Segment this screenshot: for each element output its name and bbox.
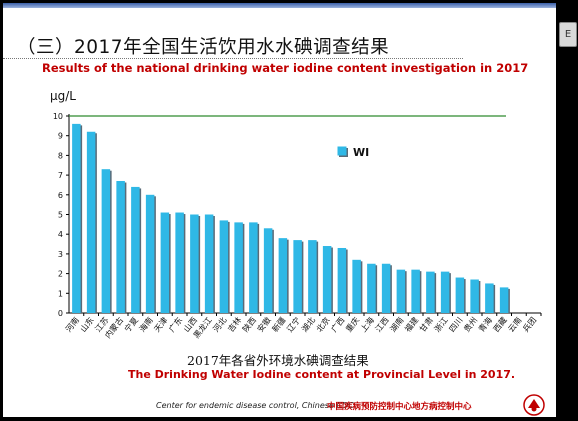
bar xyxy=(499,287,509,313)
title-divider xyxy=(3,58,463,59)
chart-caption-en: The Drinking Water Iodine content at Pro… xyxy=(128,368,516,381)
x-tick-label: 西藏 xyxy=(491,315,509,334)
x-tick-label: 陕西 xyxy=(240,315,258,334)
x-tick-label: 湖北 xyxy=(300,316,317,334)
slide-subtitle-en: Results of the national drinking water i… xyxy=(42,61,529,75)
bar xyxy=(278,238,288,313)
y-tick-label: 6 xyxy=(58,191,63,200)
bar xyxy=(470,279,479,313)
x-tick-label: 兵团 xyxy=(520,315,538,334)
y-tick-label: 10 xyxy=(53,112,63,121)
x-tick-label: 重庆 xyxy=(343,315,361,334)
y-tick-label: 0 xyxy=(58,309,63,318)
bar xyxy=(293,240,302,313)
bar xyxy=(485,283,494,313)
bar xyxy=(145,194,155,313)
x-tick-label: 海南 xyxy=(137,315,155,334)
x-tick-label: 青海 xyxy=(476,315,494,334)
y-tick-label: 7 xyxy=(58,171,63,180)
bar xyxy=(381,263,391,313)
footer-org-cn: 中国疾病预防控制中心地方病控制中心 xyxy=(327,402,472,412)
x-tick-label: 广西 xyxy=(329,315,347,334)
top-border xyxy=(3,3,556,8)
bar xyxy=(72,123,81,313)
bar xyxy=(234,222,243,313)
legend-swatch xyxy=(337,146,347,156)
x-tick-label: 湖南 xyxy=(388,315,406,334)
x-tick-label: 云南 xyxy=(506,315,524,334)
bar xyxy=(131,186,140,313)
side-panel-button[interactable]: E xyxy=(559,22,577,47)
chart-caption-cn: 2017年各省外环境水碘调查结果 xyxy=(187,353,369,368)
x-tick-label: 宁夏 xyxy=(122,315,140,334)
bar xyxy=(337,247,347,313)
y-tick-label: 5 xyxy=(58,211,63,220)
slide-title: （三）2017年全国生活饮用水水碘调查结果 xyxy=(17,37,390,58)
bar xyxy=(175,212,184,313)
x-tick-label: 天津 xyxy=(152,315,170,334)
x-tick-label: 浙江 xyxy=(432,315,450,334)
bar xyxy=(101,169,111,313)
x-tick-label: 江西 xyxy=(374,316,391,334)
x-tick-label: 新疆 xyxy=(270,315,288,334)
bar xyxy=(249,222,258,313)
y-tick-label: 9 xyxy=(58,132,63,141)
bar xyxy=(426,271,435,313)
x-tick-label: 安徽 xyxy=(255,315,273,334)
x-tick-label: 福建 xyxy=(402,315,420,334)
y-tick-label: 1 xyxy=(58,289,63,298)
x-tick-label: 广东 xyxy=(166,315,184,334)
x-tick-label: 辽宁 xyxy=(284,315,302,334)
legend-label: WI xyxy=(353,146,369,159)
bar xyxy=(204,214,214,313)
bar xyxy=(440,271,450,313)
bar xyxy=(352,259,361,313)
bar xyxy=(411,269,420,313)
x-tick-label: 甘肃 xyxy=(417,315,435,334)
x-tick-label: 山东 xyxy=(78,315,96,334)
y-tick-label: 2 xyxy=(58,270,63,279)
bar xyxy=(396,269,406,313)
bar xyxy=(263,228,273,313)
x-tick-label: 上海 xyxy=(358,315,376,334)
bar xyxy=(190,214,199,313)
bar xyxy=(116,181,125,313)
bar xyxy=(86,131,96,313)
bar xyxy=(455,277,465,313)
y-tick-label: 8 xyxy=(58,151,63,160)
x-tick-label: 四川 xyxy=(448,316,465,334)
cdc-logo-icon xyxy=(523,394,545,416)
x-tick-label: 吉林 xyxy=(225,315,243,334)
bar xyxy=(367,263,376,313)
x-tick-label: 贵州 xyxy=(461,315,479,334)
bar xyxy=(219,220,229,313)
bar xyxy=(322,246,332,313)
y-axis-unit: μg/L xyxy=(50,89,76,103)
x-tick-label: 北京 xyxy=(314,315,332,334)
x-tick-label: 河南 xyxy=(63,315,81,334)
y-tick-label: 3 xyxy=(58,250,63,259)
y-tick-label: 4 xyxy=(58,230,63,239)
footer-org-en: Center for endemic disease control, Chin… xyxy=(156,401,354,410)
bar xyxy=(308,240,317,313)
x-tick-label: 河北 xyxy=(211,315,229,334)
bar xyxy=(160,212,170,313)
